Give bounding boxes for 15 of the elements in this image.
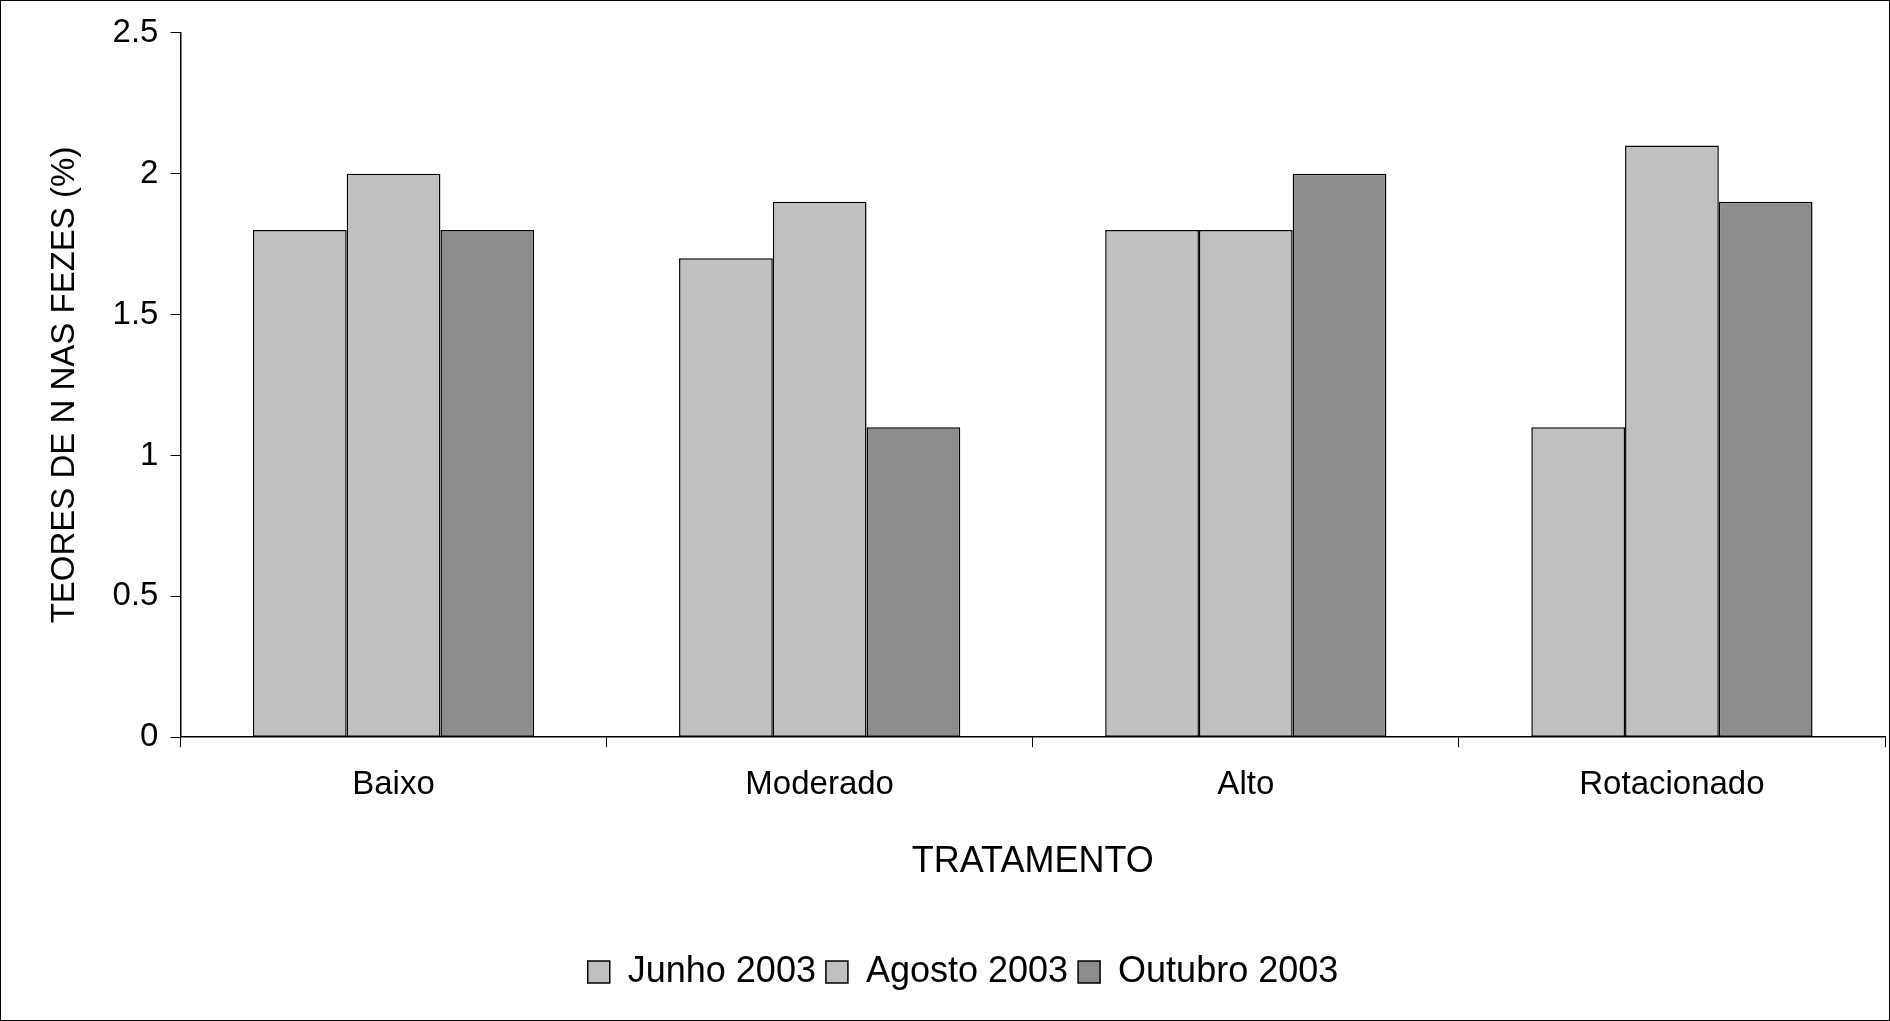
- x-tick-label: Baixo: [352, 764, 435, 802]
- legend-label: Agosto 2003: [865, 948, 1069, 990]
- y-tick-label: 2: [140, 152, 159, 190]
- x-tick-label: Rotacionado: [1579, 764, 1765, 802]
- y-tick-label: 0.5: [112, 575, 159, 613]
- y-tick-label: 1.5: [112, 293, 159, 331]
- legend-label: Outubro 2003: [1118, 948, 1339, 990]
- x-axis-title: TRATAMENTO: [911, 839, 1154, 881]
- x-tick-label: Alto: [1217, 764, 1275, 802]
- legend-label: Junho 2003: [627, 948, 816, 990]
- y-tick-label: 0: [140, 716, 159, 754]
- x-tick-label: Moderado: [745, 764, 894, 802]
- y-axis-title: TEORES DE N NAS FEZES (%): [43, 146, 81, 624]
- y-tick-label: 1: [140, 434, 159, 472]
- y-tick-label: 2.5: [112, 11, 159, 49]
